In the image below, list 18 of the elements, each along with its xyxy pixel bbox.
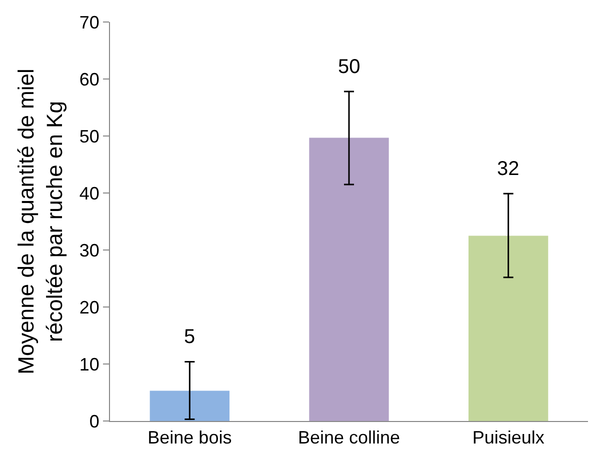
y-tick-label: 70 (79, 12, 100, 32)
data-label: 5 (184, 326, 196, 348)
y-tick-label: 50 (79, 126, 100, 146)
bar (468, 236, 548, 421)
y-axis-title: Moyenne de la quantité de miel récoltée par ruche en Kg (14, 68, 68, 374)
x-tick-label: Beine bois (148, 428, 232, 448)
data-label: 50 (338, 56, 360, 78)
bar (150, 390, 230, 421)
data-label: 32 (497, 158, 520, 180)
x-tick-label: Puisieulx (472, 428, 544, 448)
bar (309, 138, 389, 421)
y-tick-label: 20 (79, 297, 100, 318)
y-tick-label: 10 (79, 354, 100, 374)
y-tick-label: 40 (79, 183, 100, 204)
y-tick-label: 0 (89, 411, 100, 432)
y-tick-label: 60 (79, 69, 100, 90)
x-tick-label: Beine colline (298, 428, 400, 448)
y-tick-label: 30 (79, 240, 100, 260)
